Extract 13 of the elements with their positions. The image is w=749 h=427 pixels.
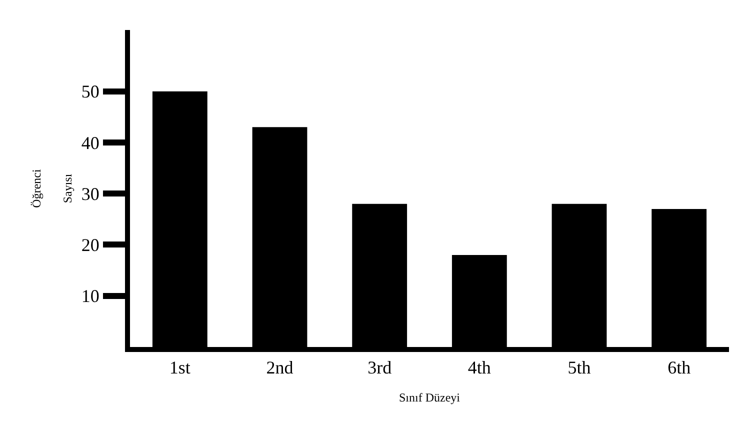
text: Öğrenci Sayısı — [30, 169, 75, 208]
x-tick-label: 6th — [668, 358, 691, 378]
x-tick-label: 2nd — [266, 358, 294, 378]
y-tick-label: 10 — [81, 286, 100, 306]
x-axis-title: Sınıf Düzeyi — [399, 390, 461, 404]
x-tick-label: 5th — [568, 358, 591, 378]
y-tick-label: 20 — [81, 235, 100, 256]
x-tick-label: 1st — [169, 358, 190, 378]
y-tick-label: 50 — [81, 82, 100, 102]
x-tick-label: 3rd — [368, 358, 392, 378]
y-tick-label: 30 — [81, 184, 100, 204]
x-tick-label: 4th — [468, 358, 491, 378]
y-tick-label: 40 — [81, 132, 100, 153]
